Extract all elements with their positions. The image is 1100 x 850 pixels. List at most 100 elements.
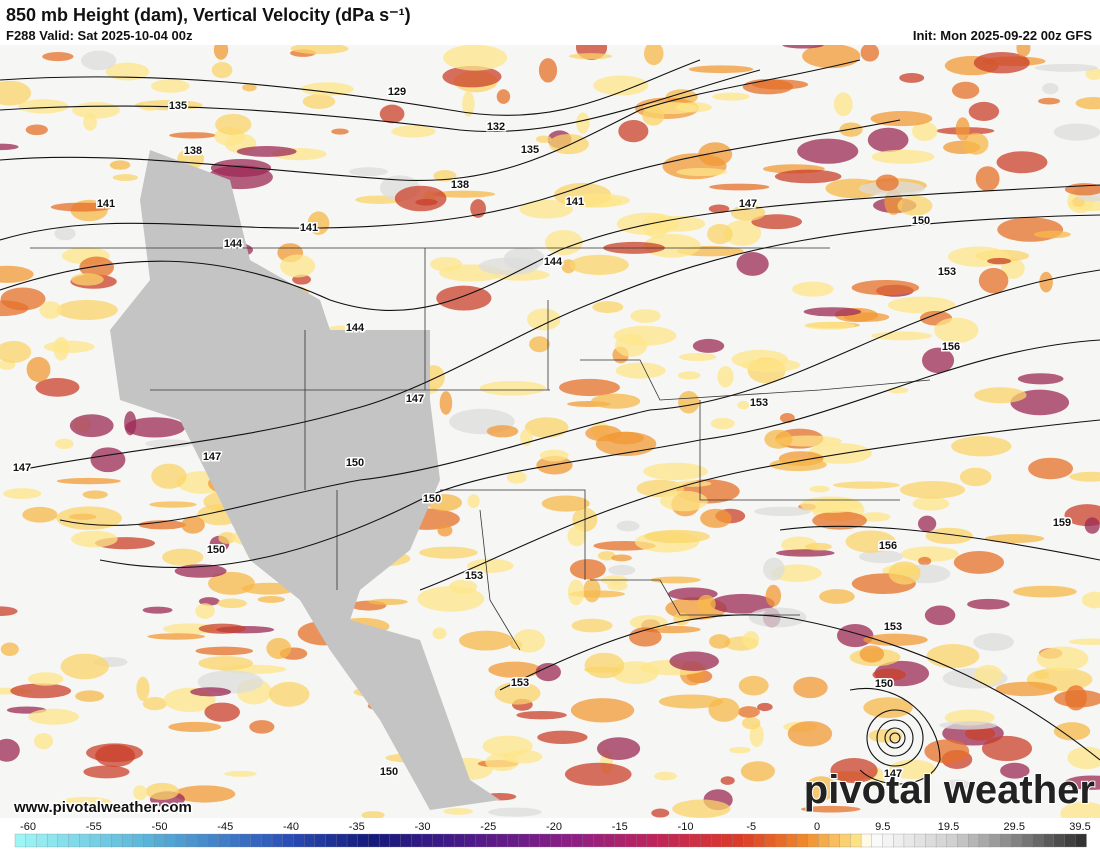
header-band	[0, 0, 1100, 45]
velocity-blob	[859, 512, 891, 522]
velocity-blob	[419, 546, 478, 559]
contour-label: 132	[487, 121, 505, 133]
colorbar-swatch	[539, 833, 552, 848]
contour-label: 147	[884, 768, 902, 780]
velocity-blob	[583, 666, 621, 673]
velocity-blob	[698, 142, 733, 167]
velocity-blob	[697, 594, 716, 614]
velocity-blob	[26, 356, 51, 383]
colorbar-swatch	[25, 833, 38, 848]
colorbar-swatch	[121, 833, 134, 848]
velocity-blob	[112, 174, 139, 182]
colorbar-swatch	[57, 833, 70, 848]
colorbar-swatch	[357, 833, 370, 848]
velocity-blob	[442, 65, 502, 88]
velocity-blob	[394, 185, 447, 212]
velocity-blob	[953, 550, 1004, 574]
colorbar-swatch	[914, 833, 927, 848]
velocity-blob	[25, 124, 48, 136]
velocity-blob	[926, 644, 980, 669]
contour-label: 156	[879, 540, 897, 552]
colorbar-swatch	[1053, 833, 1066, 848]
velocity-blob	[1034, 670, 1050, 680]
velocity-blob	[672, 799, 731, 819]
velocity-blob	[526, 308, 561, 331]
velocity-blob	[436, 285, 492, 311]
colorbar-swatch	[561, 833, 573, 848]
velocity-blob	[616, 520, 640, 532]
velocity-blob	[1085, 67, 1100, 81]
velocity-blob	[934, 317, 979, 344]
borders	[30, 247, 931, 651]
colorbar-swatch	[314, 833, 327, 848]
velocity-blob	[268, 681, 310, 707]
velocity-blob	[147, 633, 205, 640]
velocity-blob	[1028, 457, 1074, 480]
velocity-blob	[593, 75, 649, 96]
contour-label: 153	[511, 677, 529, 689]
velocity-blob	[974, 664, 1003, 686]
colorbar-swatch	[68, 833, 80, 848]
colorbar-swatch	[753, 833, 766, 848]
velocity-blob	[56, 299, 118, 321]
valid-time: F288 Valid: Sat 2025-10-04 00z	[6, 28, 193, 43]
velocity-blob	[924, 605, 956, 626]
velocity-blob	[872, 668, 906, 682]
velocity-blob	[984, 534, 1045, 544]
velocity-blob	[1075, 97, 1100, 110]
velocity-blob	[899, 72, 925, 83]
velocity-blob	[439, 391, 453, 415]
velocity-blob	[224, 770, 257, 777]
velocity-blob	[524, 417, 569, 438]
contour-label: 138	[451, 179, 469, 191]
colorbar-swatch	[36, 833, 48, 848]
velocity-blob	[467, 494, 480, 509]
velocity-blob	[569, 559, 606, 580]
watermark: pivotal weather	[804, 768, 1095, 812]
velocity-blob	[1017, 373, 1064, 385]
colorbar-swatch	[175, 833, 188, 848]
velocity-blob	[1042, 83, 1059, 95]
velocity-blob	[443, 44, 508, 71]
velocity-blob	[765, 584, 782, 607]
velocity-blob	[569, 254, 629, 275]
velocity-blob	[740, 761, 776, 782]
velocity-blob	[190, 687, 232, 697]
velocity-blob	[145, 439, 193, 448]
colorbar-swatch	[700, 833, 712, 848]
colorbar-swatch	[368, 833, 380, 848]
velocity-blob	[737, 400, 750, 410]
velocity-blob	[417, 586, 485, 612]
velocity-blob	[570, 698, 635, 723]
contour-label: 129	[388, 86, 406, 98]
velocity-blob	[1069, 471, 1100, 482]
velocity-blob	[462, 91, 475, 117]
velocity-blob	[863, 697, 913, 719]
contour-label: 141	[97, 198, 115, 210]
velocity-blob	[79, 256, 115, 278]
colorbar-swatch	[550, 833, 562, 848]
velocity-blob	[506, 471, 527, 484]
velocity-blob	[1064, 775, 1100, 790]
colorbar-swatch	[1043, 833, 1055, 848]
velocity-blob	[571, 618, 613, 633]
colorbar-swatch	[732, 833, 744, 848]
velocity-blob	[650, 576, 701, 584]
velocity-blob	[710, 593, 775, 614]
velocity-blob	[951, 436, 1012, 457]
velocity-blob	[50, 202, 114, 212]
velocity-blob	[486, 425, 519, 438]
velocity-blob	[1033, 230, 1071, 239]
velocity-blob	[875, 174, 899, 191]
colorbar-swatch	[196, 833, 209, 848]
colorbar-swatch	[1021, 833, 1034, 848]
velocity-blob	[871, 331, 933, 341]
colorbar-swatch	[111, 833, 123, 848]
velocity-blob	[437, 524, 453, 537]
colorbar-swatch	[100, 833, 113, 848]
velocity-blob	[912, 121, 938, 141]
velocity-blob	[82, 490, 108, 499]
velocity-blob	[897, 195, 933, 216]
colorbar-swatch	[143, 833, 155, 848]
velocity-blob	[708, 204, 730, 214]
